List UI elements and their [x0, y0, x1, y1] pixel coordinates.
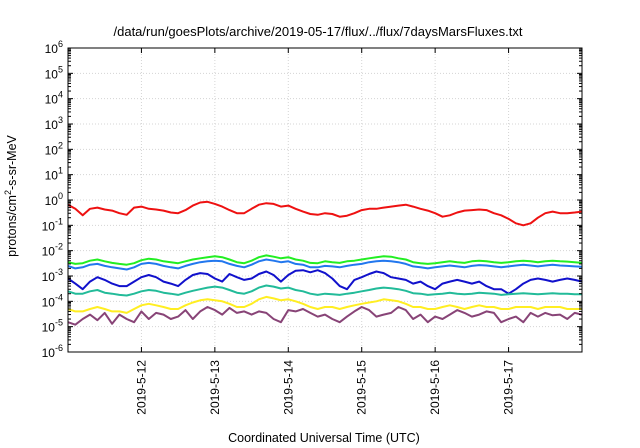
y-tick-exponent: -1	[55, 216, 63, 226]
series-line-6	[67, 295, 582, 314]
y-tick-base: 10	[42, 295, 56, 309]
y-tick-base: 10	[42, 270, 56, 284]
y-tick-base: 10	[42, 346, 56, 360]
y-tick-labels: 10610510410310210110010-110-210-310-410-…	[42, 39, 63, 360]
y-tick-label: 10-2	[42, 242, 63, 259]
y-tick-label: 10-5	[42, 318, 63, 335]
y-tick-exponent: 4	[58, 90, 63, 100]
y-tick-label: 105	[45, 64, 63, 81]
y-tick-exponent: -6	[55, 343, 63, 353]
y-tick-label: 101	[45, 166, 63, 183]
y-tick-label: 10-6	[42, 343, 63, 360]
x-tick-label: 2019-5-17	[502, 360, 516, 415]
x-tick-label: 2019-5-14	[281, 360, 295, 415]
y-axis-title-sup: 2	[3, 190, 13, 195]
y-tick-base: 10	[42, 321, 56, 335]
y-tick-base: 10	[45, 143, 59, 157]
x-tick-label: 2019-5-12	[134, 360, 148, 415]
series-lines	[67, 200, 583, 326]
y-tick-label: 100	[45, 191, 63, 208]
y-tick-label: 106	[45, 39, 63, 56]
y-tick-exponent: 6	[58, 39, 63, 49]
y-axis-title-base: protons/cm	[5, 195, 19, 257]
y-tick-exponent: -2	[55, 242, 63, 252]
x-tick-label: 2019-5-16	[428, 360, 442, 415]
y-axis-title: protons/cm2-s-sr-MeV	[3, 134, 19, 256]
series-line-1	[67, 200, 583, 227]
y-axis-title-rest: -s-sr-MeV	[5, 134, 19, 190]
y-tick-base: 10	[42, 219, 56, 233]
y-tick-exponent: 5	[58, 64, 63, 74]
x-tick-label: 2019-5-15	[355, 360, 369, 415]
y-tick-label: 10-3	[42, 267, 63, 284]
axis-ticks	[68, 47, 582, 353]
series-line-2	[67, 254, 583, 266]
x-tick-label: 2019-5-13	[208, 360, 222, 415]
chart-title: /data/run/goesPlots/archive/2019-05-17/f…	[114, 24, 523, 39]
y-tick-exponent: 2	[58, 140, 63, 150]
y-tick-exponent: 1	[58, 166, 63, 176]
series-line-7	[67, 306, 583, 326]
series-line-5	[67, 284, 582, 297]
series-line-4	[67, 269, 583, 295]
x-tick-labels: 2019-5-12 2019-5-13 2019-5-14 2019-5-15 2019…	[134, 360, 515, 415]
y-tick-label: 10-1	[42, 216, 63, 233]
y-tick-base: 10	[42, 245, 56, 259]
y-tick-base: 10	[45, 67, 59, 81]
y-tick-label: 102	[45, 140, 63, 157]
y-tick-base: 10	[45, 118, 59, 132]
y-tick-base: 10	[45, 169, 59, 183]
y-tick-base: 10	[45, 194, 59, 208]
x-axis-title: Coordinated Universal Time (UTC)	[228, 431, 420, 445]
y-tick-exponent: 3	[58, 115, 63, 125]
y-tick-base: 10	[45, 42, 59, 56]
y-tick-exponent: -3	[55, 267, 63, 277]
y-tick-label: 10-4	[42, 292, 63, 309]
y-tick-exponent: -4	[55, 292, 63, 302]
y-tick-exponent: -5	[55, 318, 63, 328]
y-tick-label: 103	[45, 115, 63, 132]
y-tick-base: 10	[45, 93, 59, 107]
y-tick-exponent: 0	[58, 191, 63, 201]
series-line-3	[67, 258, 583, 271]
y-tick-label: 104	[45, 90, 63, 107]
